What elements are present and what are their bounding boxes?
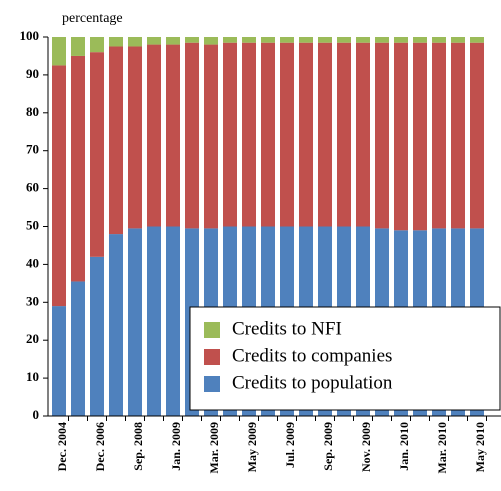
bar-segment bbox=[318, 37, 332, 43]
bar-segment bbox=[413, 37, 427, 43]
bar-segment bbox=[242, 37, 256, 43]
bar-segment bbox=[71, 37, 85, 56]
bar-segment bbox=[71, 281, 85, 416]
bar-segment bbox=[280, 37, 294, 43]
legend-box bbox=[189, 306, 501, 411]
bar-segment bbox=[90, 37, 104, 53]
y-axis-label: percentage bbox=[62, 11, 123, 26]
bar-segment bbox=[204, 37, 218, 45]
bar-segment bbox=[261, 37, 275, 43]
bar-segment bbox=[147, 226, 161, 416]
bar-segment bbox=[375, 37, 389, 43]
bar-segment bbox=[147, 44, 161, 227]
y-tick-label: 20 bbox=[26, 331, 39, 346]
bar-segment bbox=[242, 42, 256, 227]
bar-segment bbox=[280, 42, 294, 227]
legend-swatch bbox=[204, 376, 220, 392]
bar-segment bbox=[90, 256, 104, 416]
bar-segment bbox=[128, 228, 142, 416]
bar-segment bbox=[128, 37, 142, 47]
y-tick-label: 100 bbox=[20, 28, 40, 43]
bar-segment bbox=[185, 37, 199, 43]
y-tick-label: 10 bbox=[26, 369, 39, 384]
x-tick-label: Sep. 2009 bbox=[321, 422, 335, 471]
bar-segment bbox=[337, 42, 351, 227]
bar-segment bbox=[109, 46, 123, 235]
legend-swatch bbox=[204, 322, 220, 338]
bar-segment bbox=[394, 37, 408, 43]
bar-segment bbox=[52, 65, 66, 307]
bar-segment bbox=[318, 42, 332, 227]
bar-segment bbox=[166, 37, 180, 45]
bar-segment bbox=[299, 37, 313, 43]
bar-segment bbox=[223, 37, 237, 43]
legend-swatch bbox=[204, 349, 220, 365]
bar-segment bbox=[90, 52, 104, 257]
bar-segment bbox=[356, 37, 370, 43]
bar-segment bbox=[394, 42, 408, 231]
bar-segment bbox=[451, 37, 465, 43]
x-tick-label: Jul. 2009 bbox=[283, 422, 297, 468]
x-tick-label: May 2009 bbox=[245, 422, 259, 472]
bar-segment bbox=[223, 42, 237, 227]
bar-segment bbox=[185, 42, 199, 229]
y-tick-label: 0 bbox=[33, 407, 40, 422]
bar-segment bbox=[375, 42, 389, 229]
y-tick-label: 80 bbox=[26, 104, 39, 119]
bar-segment bbox=[166, 44, 180, 227]
x-tick-label: Sep. 2008 bbox=[131, 422, 145, 471]
bar-segment bbox=[52, 306, 66, 416]
bar-segment bbox=[470, 42, 484, 229]
x-tick-label: Nov. 2009 bbox=[359, 422, 373, 472]
bar-segment bbox=[109, 234, 123, 416]
y-tick-label: 50 bbox=[26, 217, 39, 232]
y-tick-label: 60 bbox=[26, 180, 39, 195]
bar-segment bbox=[299, 42, 313, 227]
legend: Credits to NFI Credits to companies Credit… bbox=[204, 318, 393, 393]
x-tick-label: Dec. 2004 bbox=[55, 422, 69, 471]
bar-segment bbox=[432, 37, 446, 43]
x-tick-label: Mar. 2009 bbox=[207, 422, 221, 474]
bar-segment bbox=[109, 37, 123, 47]
legend-label: Credits to NFI bbox=[232, 318, 342, 339]
y-tick-label: 90 bbox=[26, 66, 39, 81]
bar-segment bbox=[261, 42, 275, 227]
x-tick-label: Jan. 2010 bbox=[397, 422, 411, 471]
legend-label: Credits to population bbox=[232, 372, 393, 393]
y-tick-label: 70 bbox=[26, 142, 39, 157]
bar-segment bbox=[413, 42, 427, 231]
bar-segment bbox=[128, 46, 142, 229]
y-tick-label: 40 bbox=[26, 255, 39, 270]
bar-segment bbox=[470, 37, 484, 43]
bar-segment bbox=[451, 42, 465, 229]
legend-label: Credits to companies bbox=[232, 345, 392, 366]
bar-segment bbox=[71, 55, 85, 282]
x-tick-label: Jan. 2009 bbox=[169, 422, 183, 471]
bar-segment bbox=[337, 37, 351, 43]
bar-segment bbox=[356, 42, 370, 227]
bar-segment bbox=[432, 42, 446, 229]
bar-segment bbox=[52, 37, 66, 66]
bar-segment bbox=[147, 37, 161, 45]
y-tick-label: 30 bbox=[26, 293, 39, 308]
bar-segment bbox=[204, 44, 218, 229]
bar-segment bbox=[166, 226, 180, 416]
x-tick-label: Dec. 2006 bbox=[93, 422, 107, 471]
x-tick-label: May 2010 bbox=[473, 422, 487, 472]
x-tick-label: Mar. 2010 bbox=[435, 422, 449, 474]
